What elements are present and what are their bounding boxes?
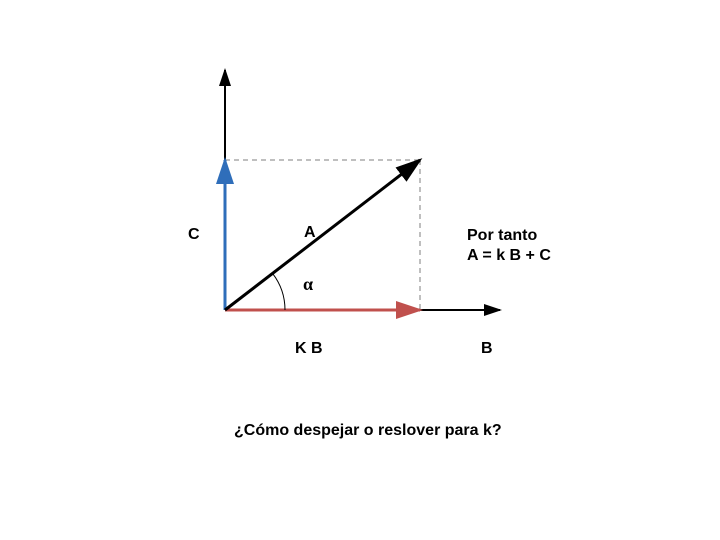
vector-a — [225, 160, 420, 310]
label-kb: K B — [295, 340, 323, 358]
label-b: B — [481, 340, 493, 358]
label-portanto-1: Por tanto — [467, 227, 537, 245]
label-alpha: α — [303, 274, 313, 295]
label-c: C — [188, 226, 200, 244]
label-a: A — [304, 224, 316, 242]
label-question: ¿Cómo despejar o reslover para k? — [234, 422, 502, 440]
vector-diagram-svg — [0, 0, 720, 540]
label-portanto-2: A = k B + C — [467, 247, 551, 265]
angle-arc — [273, 273, 285, 310]
